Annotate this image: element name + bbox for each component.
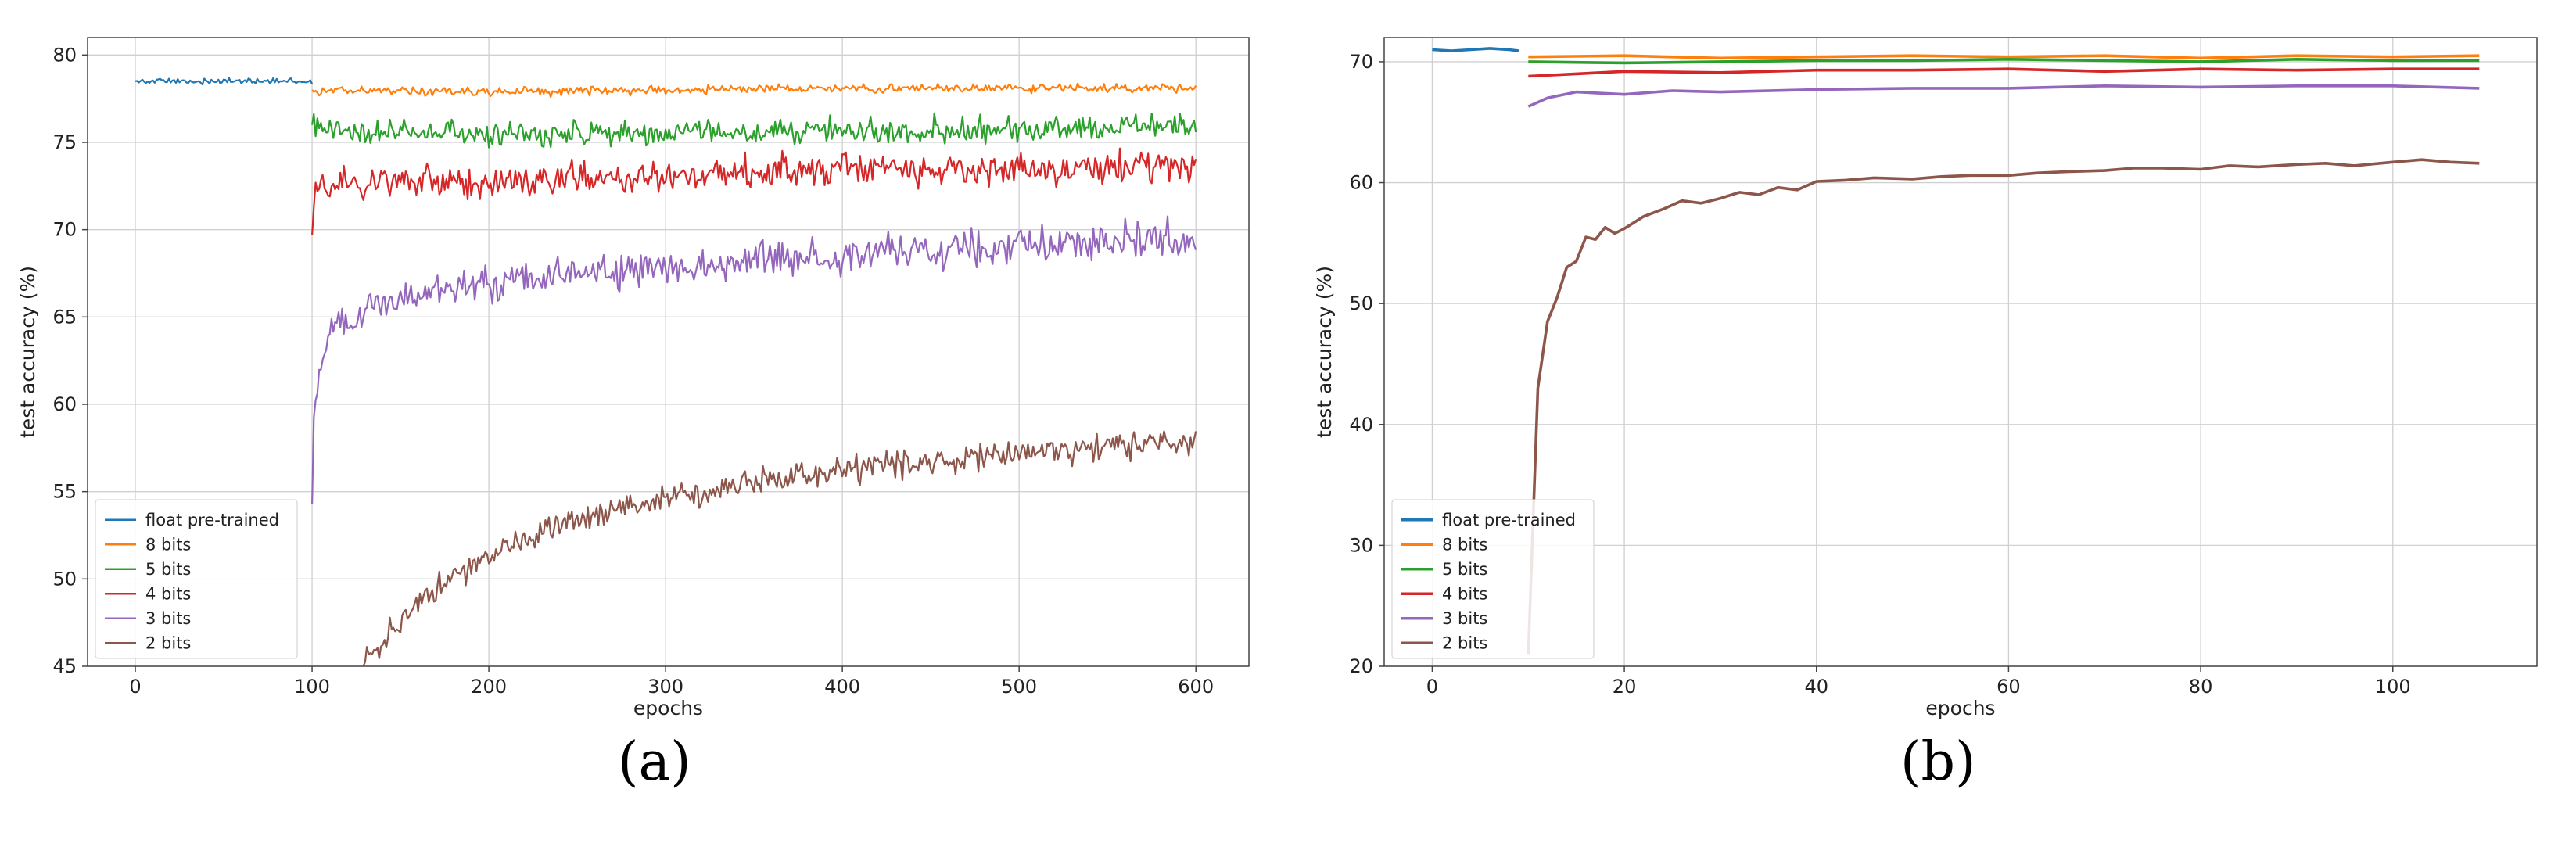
series-line-4 [311, 147, 1197, 235]
x-tick-label: 60 [1997, 676, 2021, 698]
legend-entry-2: 8 bits [145, 535, 191, 554]
y-tick-label: 45 [52, 655, 77, 677]
legend-entry-2: 8 bits [1442, 535, 1487, 554]
legend-entry-1: float pre-trained [1442, 511, 1576, 529]
chart-panel-b: 0 20 40 60 80 100 20 30 40 50 60 70 epochs test accur… [1290, 0, 2576, 843]
x-tick-label: 100 [294, 676, 330, 698]
x-tick-label: 400 [824, 676, 860, 698]
legend-entry-1: float pre-trained [145, 511, 279, 529]
series-line-3 [1528, 58, 2480, 65]
legend-entry-6: 2 bits [145, 633, 191, 652]
x-tick-label: 40 [1804, 676, 1828, 698]
series-line-5 [311, 215, 1197, 504]
series-line-1 [1432, 47, 1519, 52]
series-line-6 [362, 430, 1197, 666]
legend-entry-3: 5 bits [1442, 560, 1487, 579]
legend-entry-5: 3 bits [145, 609, 191, 628]
y-tick-label: 40 [1349, 414, 1373, 436]
y-tick-label: 75 [52, 131, 77, 153]
y-tick-label: 60 [52, 393, 77, 415]
plot-area: 0 100 200 300 400 500 600 45 50 55 60 65 70 75 80 epoch… [16, 37, 1250, 719]
legend-entry-4: 4 bits [145, 584, 191, 603]
x-tick-label: 600 [1178, 676, 1214, 698]
chart-panel-a: 0 100 200 300 400 500 600 45 50 55 60 65 70 75 80 epoch… [0, 0, 1283, 843]
series-line-2 [311, 82, 1197, 99]
x-tick-label: 100 [2375, 676, 2411, 698]
series-line-2 [1528, 54, 2480, 60]
series-group [135, 77, 1197, 666]
y-tick-label: 60 [1349, 172, 1373, 194]
x-axis-title: epochs [633, 697, 703, 719]
plot-area: 0 20 40 60 80 100 20 30 40 50 60 70 epochs test accur… [1313, 37, 2538, 719]
chart-a: 0 100 200 300 400 500 600 45 50 55 60 65 70 75 80 epoch… [16, 37, 1250, 719]
y-tick-label: 55 [52, 481, 77, 503]
y-axis-title: test accuracy (%) [16, 266, 39, 438]
legend-entry-4: 4 bits [1442, 584, 1487, 603]
y-tick-label: 80 [52, 44, 77, 66]
legend-entry-5: 3 bits [1442, 609, 1487, 628]
legend: float pre-trained 8 bits 5 bits 4 bits 3 bit… [1391, 499, 1595, 659]
legend: float pre-trained 8 bits 5 bits 4 bits 3 bit… [95, 499, 298, 659]
y-tick-label: 30 [1349, 534, 1373, 556]
y-tick-label: 50 [52, 568, 77, 590]
legend-entry-3: 5 bits [145, 560, 191, 579]
x-tick-label: 300 [648, 676, 683, 698]
legend-box [1391, 499, 1595, 659]
series-group [1432, 47, 2480, 655]
series-line-6 [1527, 158, 2480, 655]
x-axis-title: epochs [1925, 697, 1995, 719]
y-tick-label: 50 [1349, 292, 1373, 314]
y-axis-title: test accuracy (%) [1313, 266, 1336, 438]
x-tick-label: 500 [1001, 676, 1037, 698]
legend-entry-6: 2 bits [1442, 633, 1487, 652]
chart-b: 0 20 40 60 80 100 20 30 40 50 60 70 epochs test accur… [1313, 37, 2538, 719]
caption-a: (a) [618, 731, 691, 793]
legend-box [95, 499, 298, 659]
x-tick-label: 0 [1426, 676, 1438, 698]
y-tick-label: 70 [1349, 51, 1373, 73]
series-line-4 [1528, 67, 2480, 78]
x-tick-label: 80 [2189, 676, 2213, 698]
y-tick-label: 20 [1349, 655, 1373, 677]
axes-frame [1383, 37, 2538, 667]
series-line-3 [311, 112, 1197, 149]
series-line-5 [1527, 84, 2480, 108]
x-tick-label: 200 [471, 676, 507, 698]
y-tick-label: 70 [52, 219, 77, 241]
x-tick-label: 20 [1613, 676, 1637, 698]
axes-frame [87, 37, 1250, 667]
caption-b: (b) [1900, 731, 1976, 793]
series-line-1 [135, 77, 314, 86]
y-tick-label: 65 [52, 306, 77, 328]
x-tick-label: 0 [129, 676, 141, 698]
